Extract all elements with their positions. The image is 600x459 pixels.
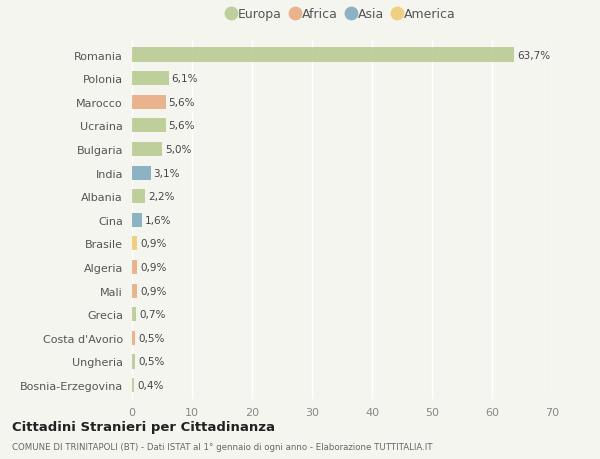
Bar <box>132 166 151 180</box>
Text: 2,2%: 2,2% <box>148 192 175 202</box>
Text: 5,0%: 5,0% <box>165 145 191 155</box>
Legend: Europa, Africa, Asia, America: Europa, Africa, Asia, America <box>228 8 456 21</box>
Bar <box>132 237 137 251</box>
Text: 1,6%: 1,6% <box>145 215 171 225</box>
Text: 63,7%: 63,7% <box>517 50 550 61</box>
Bar <box>132 260 137 274</box>
Bar <box>132 190 145 204</box>
Text: 0,7%: 0,7% <box>139 309 166 319</box>
Text: 0,9%: 0,9% <box>140 286 167 296</box>
Bar <box>132 213 142 227</box>
Text: 3,1%: 3,1% <box>154 168 180 178</box>
Bar <box>132 48 514 62</box>
Bar <box>132 308 136 322</box>
Text: 0,9%: 0,9% <box>140 263 167 273</box>
Bar <box>132 284 137 298</box>
Text: 6,1%: 6,1% <box>172 74 198 84</box>
Text: 0,5%: 0,5% <box>138 357 164 367</box>
Text: 5,6%: 5,6% <box>169 98 195 107</box>
Bar <box>132 354 135 369</box>
Bar <box>132 143 162 157</box>
Bar <box>132 378 134 392</box>
Bar <box>132 72 169 86</box>
Text: Cittadini Stranieri per Cittadinanza: Cittadini Stranieri per Cittadinanza <box>12 420 275 433</box>
Bar <box>132 331 135 345</box>
Text: 5,6%: 5,6% <box>169 121 195 131</box>
Text: 0,4%: 0,4% <box>137 380 164 390</box>
Text: 0,9%: 0,9% <box>140 239 167 249</box>
Bar <box>132 95 166 110</box>
Text: 0,5%: 0,5% <box>138 333 164 343</box>
Text: COMUNE DI TRINITAPOLI (BT) - Dati ISTAT al 1° gennaio di ogni anno - Elaborazion: COMUNE DI TRINITAPOLI (BT) - Dati ISTAT … <box>12 442 433 451</box>
Bar <box>132 119 166 133</box>
